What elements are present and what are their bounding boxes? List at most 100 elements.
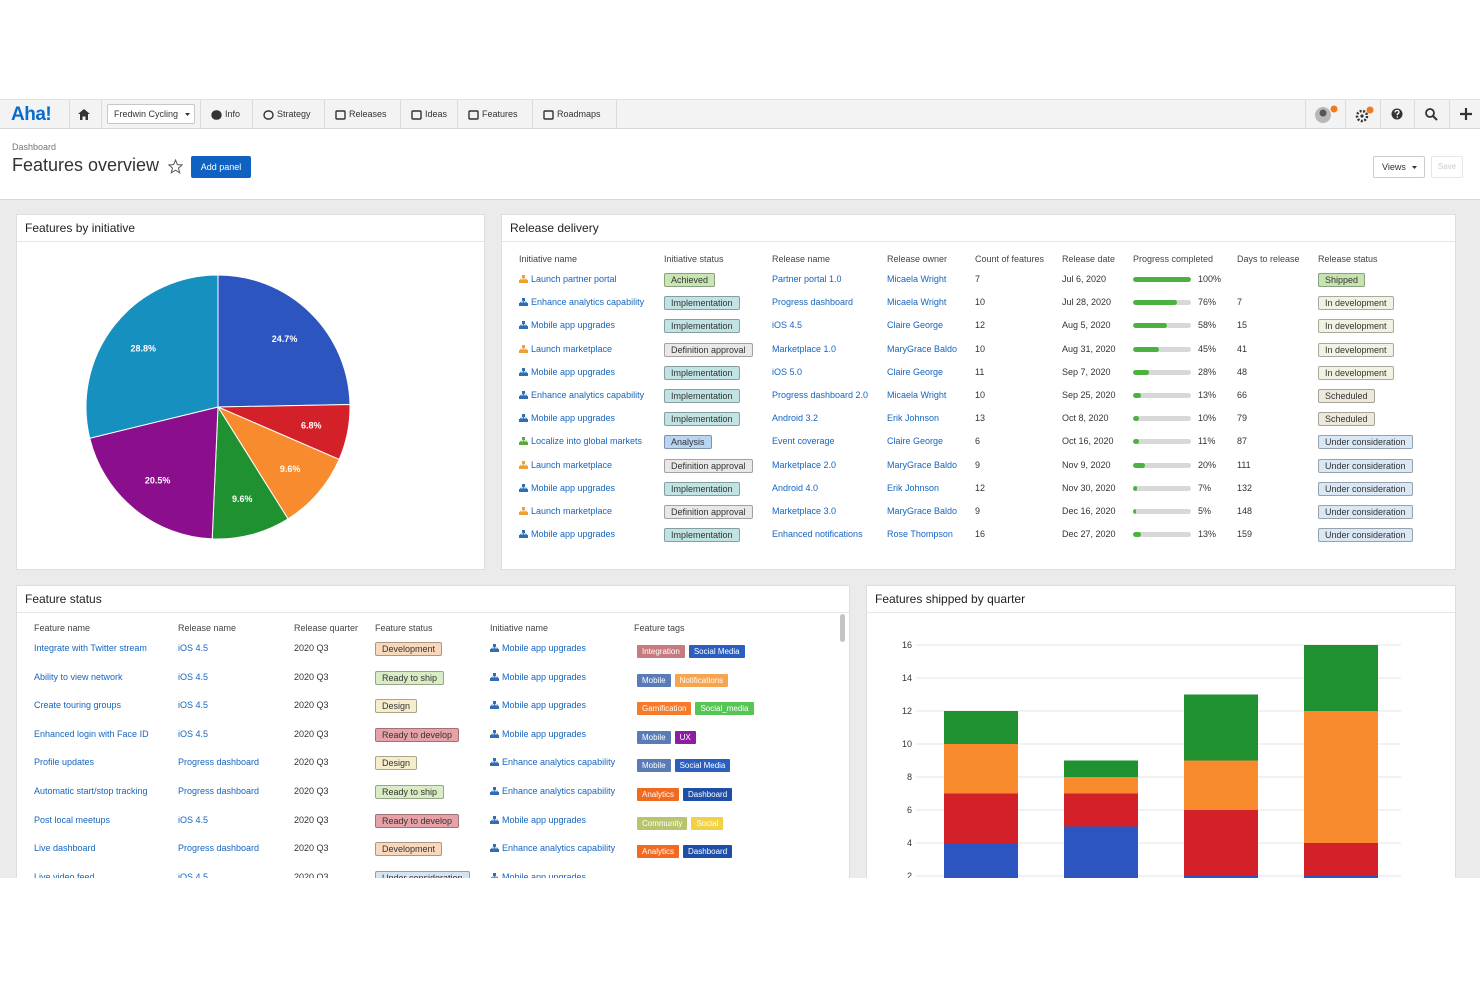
feature-link[interactable]: Integrate with Twitter stream: [34, 643, 147, 653]
release-link[interactable]: iOS 5.0: [772, 366, 803, 377]
scrollbar[interactable]: [840, 614, 845, 642]
feature-tag[interactable]: Integration: [637, 645, 685, 658]
feature-tag[interactable]: Notifications: [674, 673, 729, 687]
initiative-link[interactable]: Mobile app upgrades: [531, 529, 616, 540]
search-icon[interactable]: [1425, 108, 1438, 121]
nav-item[interactable]: Roadmaps: [543, 100, 601, 129]
avatar[interactable]: [1313, 105, 1339, 125]
feature-tag[interactable]: Social_media: [695, 702, 754, 716]
release-link[interactable]: Android 4.0: [772, 482, 819, 493]
initiative-link[interactable]: Enhance analytics capability: [531, 390, 645, 400]
owner-link[interactable]: MaryGrace Baldo: [887, 506, 958, 516]
initiative-link[interactable]: Localize into global markets: [531, 436, 643, 447]
release-link[interactable]: Progress dashboard: [772, 297, 854, 308]
initiative-link[interactable]: Mobile app upgrades: [502, 871, 587, 878]
initiative-link[interactable]: Enhance analytics capability: [531, 297, 645, 308]
favorite-star[interactable]: [168, 159, 183, 174]
initiative-link[interactable]: Launch marketplace: [531, 343, 613, 354]
initiative-link[interactable]: Enhance analytics capability: [502, 757, 616, 768]
owner-link[interactable]: Claire George: [887, 436, 944, 447]
feature-tag[interactable]: Social Media: [688, 645, 745, 658]
initiative-link[interactable]: Mobile app upgrades: [502, 700, 587, 711]
initiative-link[interactable]: Enhance analytics capability: [502, 843, 616, 854]
feature-tag[interactable]: UX: [674, 730, 696, 744]
release-link[interactable]: Progress dashboard 2.0: [772, 390, 869, 400]
release-link[interactable]: iOS 4.5: [178, 700, 209, 711]
owner-link[interactable]: Claire George: [887, 366, 944, 377]
icon-shape: [522, 326, 525, 330]
owner-link[interactable]: Claire George: [887, 320, 944, 331]
owner-link[interactable]: Rose Thompson: [887, 529, 953, 540]
initiative-link[interactable]: Mobile app upgrades: [531, 366, 616, 377]
release-link[interactable]: iOS 4.5: [772, 320, 803, 331]
release-link[interactable]: Marketplace 3.0: [772, 506, 837, 516]
initiative-link[interactable]: Mobile app upgrades: [502, 643, 587, 653]
feature-tag[interactable]: Mobile: [637, 730, 671, 744]
initiative-link[interactable]: Mobile app upgrades: [502, 728, 587, 739]
owner-link[interactable]: Micaela Wright: [887, 274, 947, 284]
views-button[interactable]: Views: [1373, 156, 1425, 178]
release-link[interactable]: Marketplace 2.0: [772, 459, 837, 470]
settings-icon[interactable]: [1355, 106, 1375, 124]
feature-link[interactable]: Ability to view network: [34, 671, 123, 682]
help-icon[interactable]: [1391, 108, 1403, 120]
logo[interactable]: Aha!: [11, 104, 52, 125]
release-link[interactable]: iOS 4.5: [178, 643, 209, 653]
home-icon[interactable]: [78, 109, 90, 120]
feature-link[interactable]: Enhanced login with Face ID: [34, 728, 149, 739]
feature-tag[interactable]: Community: [637, 816, 688, 830]
feature-tag[interactable]: Mobile: [637, 673, 671, 687]
initiative-link[interactable]: Launch partner portal: [531, 274, 617, 284]
release-link[interactable]: iOS 4.5: [178, 728, 209, 739]
owner-link[interactable]: Micaela Wright: [887, 390, 947, 400]
initiative-link[interactable]: Launch marketplace: [531, 459, 613, 470]
owner-link[interactable]: Erik Johnson: [887, 413, 940, 424]
breadcrumb[interactable]: Dashboard: [12, 142, 57, 152]
initiative-link[interactable]: Enhance analytics capability: [502, 786, 616, 796]
feature-tag[interactable]: Dashboard: [683, 845, 733, 859]
feature-tag[interactable]: Analytics: [637, 788, 680, 801]
release-link[interactable]: iOS 4.5: [178, 871, 209, 878]
workspace-select[interactable]: Fredwin Cycling: [107, 104, 195, 124]
initiative-link[interactable]: Mobile app upgrades: [531, 413, 616, 424]
feature-tag[interactable]: Social: [691, 816, 724, 830]
add-panel-button[interactable]: Add panel: [191, 156, 251, 178]
release-link[interactable]: Event coverage: [772, 436, 835, 447]
feature-tag[interactable]: Analytics: [637, 845, 680, 859]
nav-item[interactable]: Releases: [335, 100, 387, 129]
release-link[interactable]: Marketplace 1.0: [772, 343, 837, 354]
feature-tag[interactable]: Mobile: [637, 759, 671, 773]
feature-tag[interactable]: Dashboard: [683, 788, 733, 801]
initiative-link[interactable]: Mobile app upgrades: [502, 671, 587, 682]
owner-link[interactable]: MaryGrace Baldo: [887, 343, 958, 354]
owner-link[interactable]: MaryGrace Baldo: [887, 459, 958, 470]
save-button[interactable]: Save: [1431, 156, 1463, 178]
release-link[interactable]: Partner portal 1.0: [772, 274, 842, 284]
owner-link[interactable]: Micaela Wright: [887, 297, 947, 308]
feature-link[interactable]: Automatic start/stop tracking: [34, 786, 148, 796]
release-link[interactable]: Enhanced notifications: [772, 529, 863, 540]
owner-link[interactable]: Erik Johnson: [887, 482, 940, 493]
release-link[interactable]: iOS 4.5: [178, 671, 209, 682]
release-link[interactable]: Progress dashboard: [178, 757, 260, 768]
initiative-link[interactable]: Mobile app upgrades: [531, 482, 616, 493]
release-link[interactable]: Progress dashboard: [178, 843, 260, 854]
feature-link[interactable]: Live video feed: [34, 871, 95, 878]
feature-tag[interactable]: Social Media: [674, 759, 731, 773]
feature-link[interactable]: Post local meetups: [34, 814, 111, 825]
nav-item[interactable]: Info: [211, 100, 240, 129]
nav-item[interactable]: Strategy: [263, 100, 311, 129]
initiative-link[interactable]: Launch marketplace: [531, 506, 613, 516]
add-icon[interactable]: [1460, 108, 1472, 120]
initiative-link[interactable]: Mobile app upgrades: [502, 814, 587, 825]
release-link[interactable]: iOS 4.5: [178, 814, 209, 825]
initiative-link[interactable]: Mobile app upgrades: [531, 320, 616, 331]
nav-item[interactable]: Features: [468, 100, 518, 129]
feature-link[interactable]: Profile updates: [34, 757, 95, 768]
feature-link[interactable]: Create touring groups: [34, 700, 122, 711]
release-link[interactable]: Android 3.2: [772, 413, 819, 424]
feature-link[interactable]: Live dashboard: [34, 843, 96, 854]
release-link[interactable]: Progress dashboard: [178, 786, 260, 796]
feature-tag[interactable]: Gamification: [637, 702, 692, 716]
nav-item[interactable]: Ideas: [411, 100, 447, 129]
